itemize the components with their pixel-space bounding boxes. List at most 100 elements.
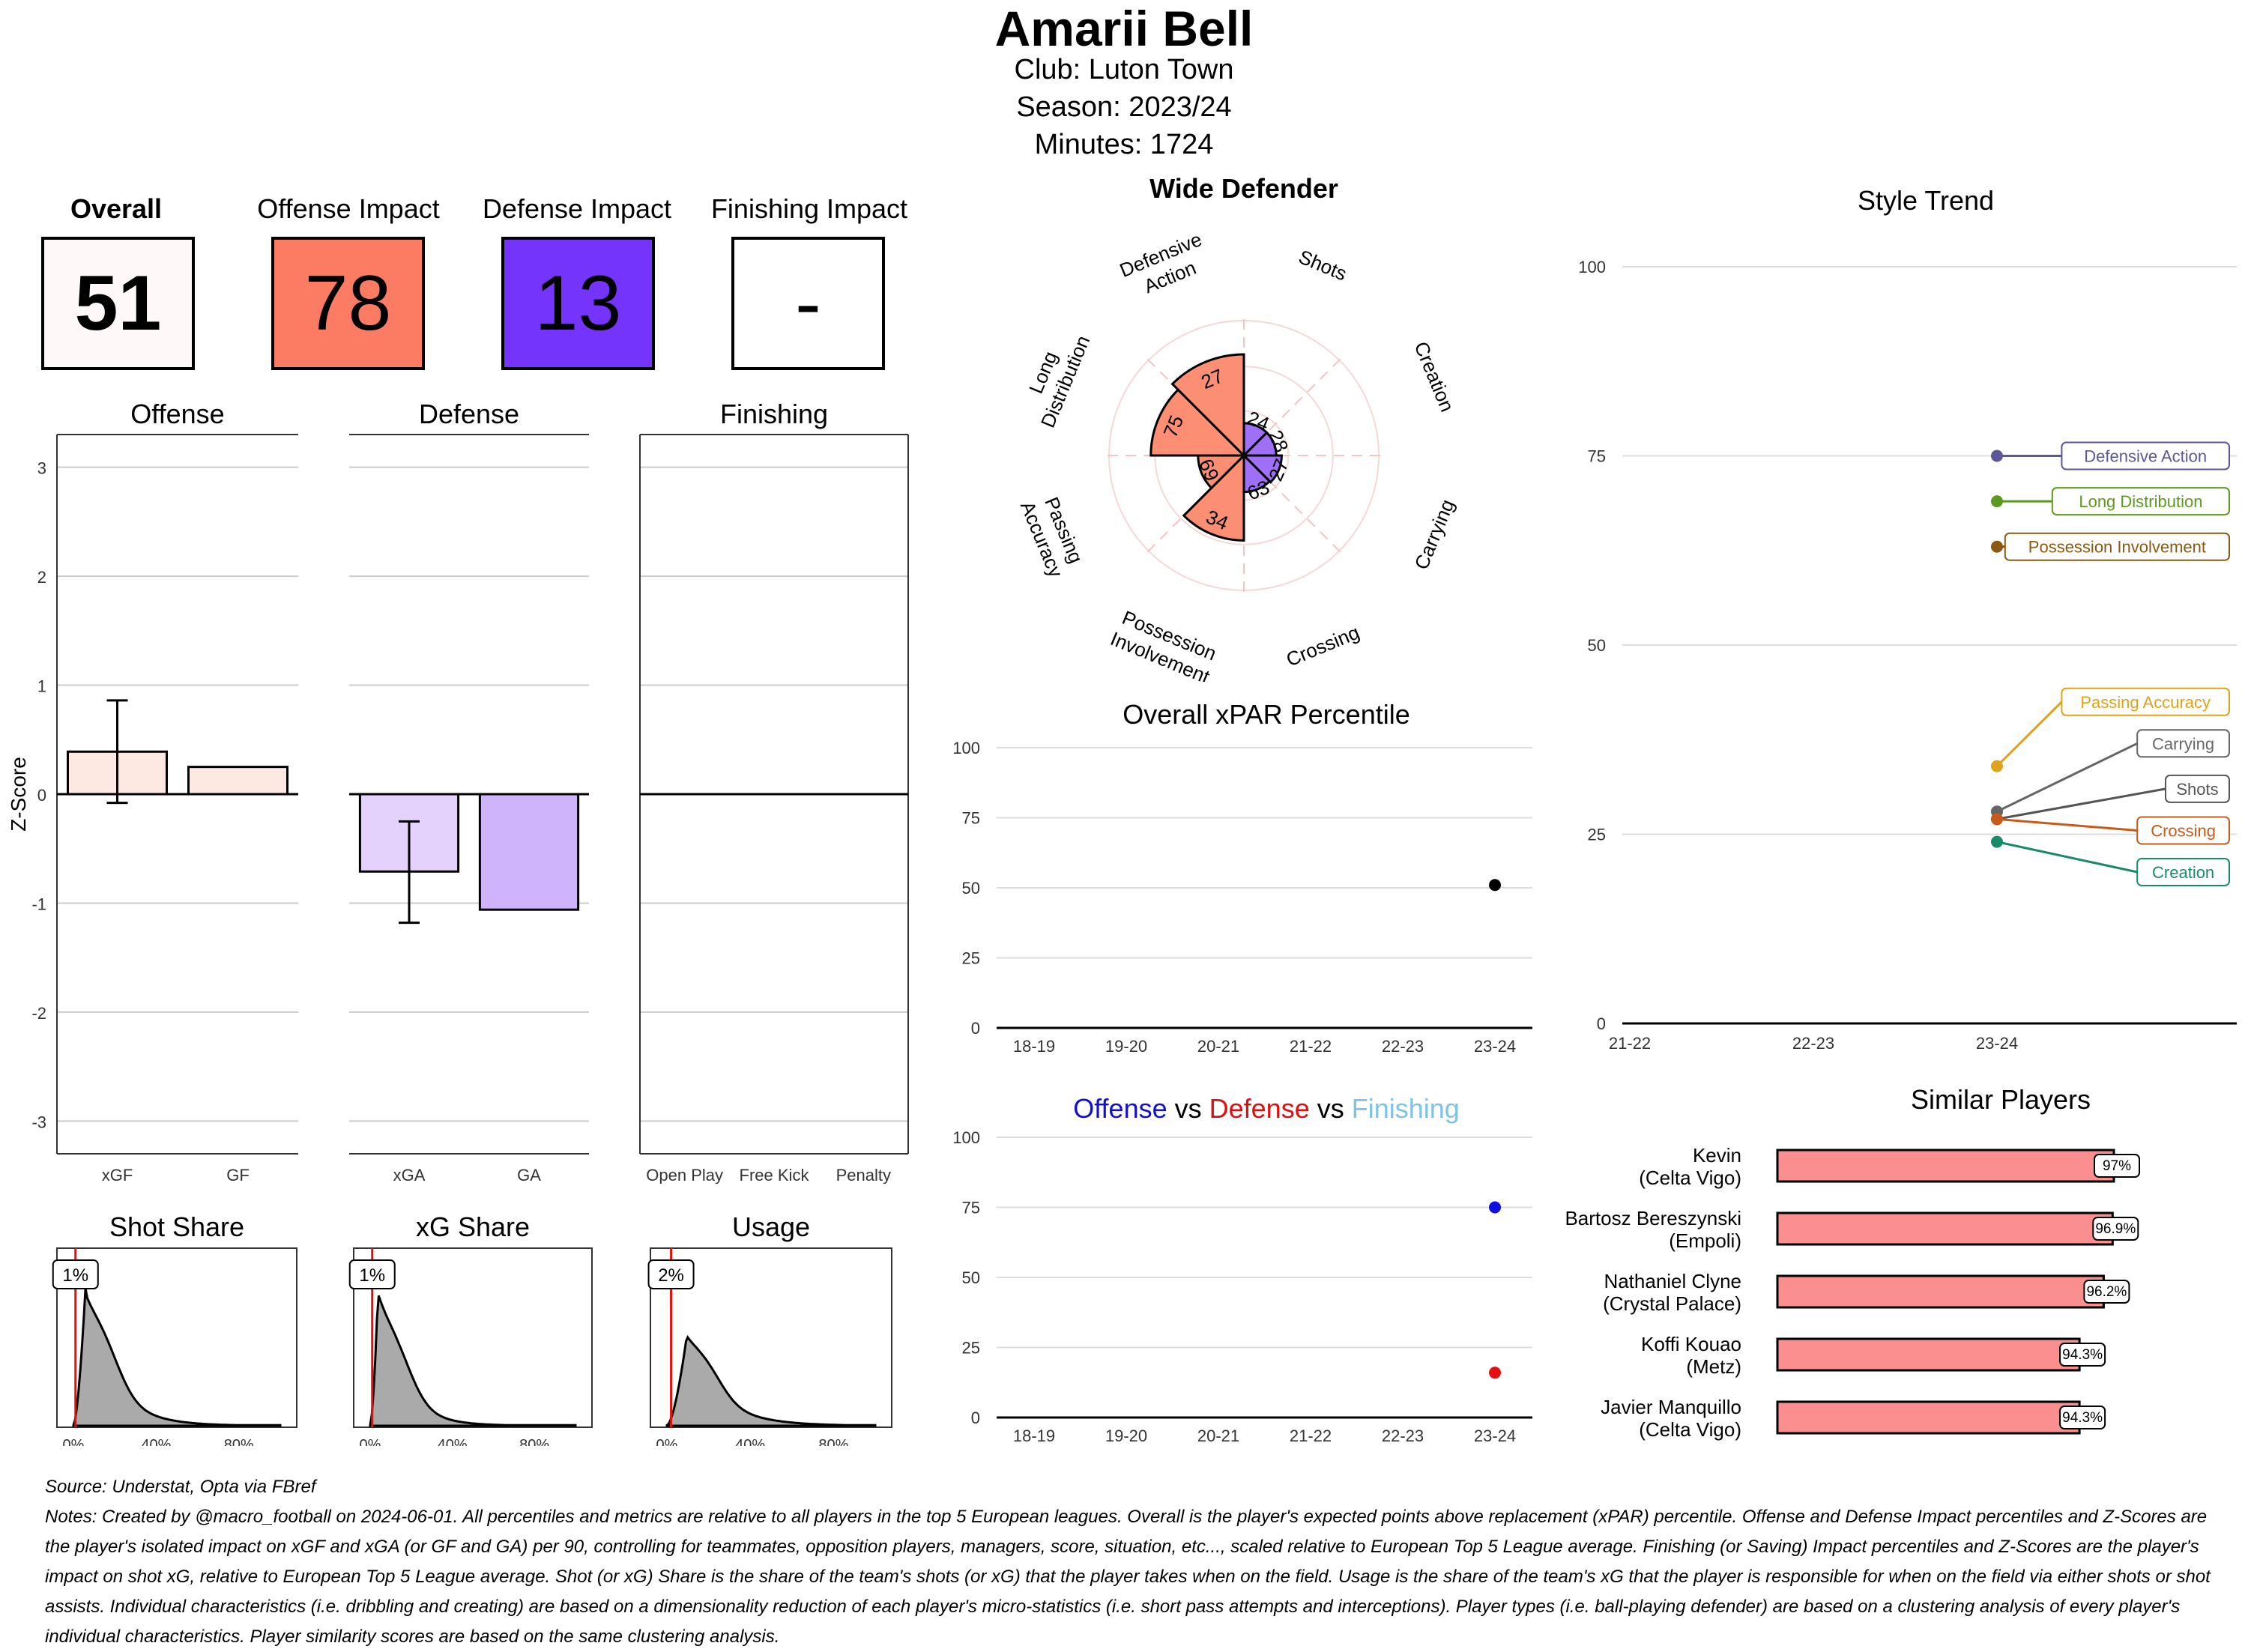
x-tick-label: Free Kick <box>740 1166 810 1184</box>
season-line: Season: 2023/24 <box>1016 91 1232 123</box>
similarity-bar <box>1776 1211 2114 1246</box>
y-tick-label: 50 <box>962 1268 980 1287</box>
series-point <box>1991 495 2003 508</box>
y-tick-label: 75 <box>1588 447 1606 466</box>
similarity-label: 97% <box>2103 1158 2131 1174</box>
series-leader-line <box>1996 817 2138 832</box>
y-tick-label: 50 <box>962 879 980 898</box>
offense-impact-label: Offense Impact <box>257 193 440 224</box>
series-label: Passing Accuracy <box>2080 693 2211 712</box>
radar-axis-label: PossessionInvolvement <box>1108 605 1223 682</box>
series-label-box <box>2061 441 2231 471</box>
similar-player-name: Bartosz Bereszynski <box>1565 1207 1741 1229</box>
y-tick-label: 25 <box>1588 826 1606 844</box>
y-tick-label: -2 <box>31 1004 46 1023</box>
zscore-chart: Z-Score -3 -2 -1 0 1 2 3 Offense xGF GF Defense xGA G… <box>7 399 909 1184</box>
zscore-axis-label: Z-Score <box>7 757 30 832</box>
overall-value: 51 <box>74 259 162 347</box>
x-tick-label: 22-23 <box>1382 1426 1424 1445</box>
data-point <box>1489 1201 1501 1214</box>
radar-axis-label: DefensiveAction <box>1117 228 1215 304</box>
x-tick-label: 20-21 <box>1197 1037 1239 1056</box>
marker-label-box <box>348 1259 396 1289</box>
x-tick-label: 0% <box>360 1437 381 1446</box>
series-leader-line <box>1996 742 2138 813</box>
x-tick-label: 40% <box>438 1437 468 1446</box>
series-label-box <box>2136 729 2231 758</box>
x-tick-label: xGA <box>393 1166 426 1184</box>
density-area <box>72 1287 282 1427</box>
chart-title: Similar Players <box>1911 1084 2091 1115</box>
y-tick-label: 100 <box>952 739 980 757</box>
chart-title: Overall xPAR Percentile <box>1123 699 1409 730</box>
similarity-label-box <box>2094 1154 2140 1178</box>
overall-box: 51 <box>41 237 195 370</box>
similarity-label: 94.3% <box>2062 1347 2103 1363</box>
series-point <box>1991 540 2003 553</box>
series-point <box>1991 813 2003 826</box>
density-frame <box>353 1247 593 1428</box>
x-tick-label: 22-23 <box>1382 1037 1424 1056</box>
series-label: Creation <box>2152 863 2214 882</box>
x-tick-label: GA <box>517 1166 541 1184</box>
x-tick-label: 20-21 <box>1197 1426 1239 1445</box>
series-leader-line <box>1995 701 2063 767</box>
y-tick-label: 75 <box>962 809 980 828</box>
share-density-charts: Shot Share 1% 0% 40% 80% xG Share 1% 0% 40% 80% Us… <box>52 1211 892 1446</box>
similarity-label-box <box>2083 1280 2130 1304</box>
y-tick-label: 2 <box>37 568 46 587</box>
defense-impact-label: Defense Impact <box>482 193 672 224</box>
density-title: Shot Share <box>109 1211 244 1242</box>
x-tick-label: 21-22 <box>1290 1037 1332 1056</box>
z-bar <box>187 766 289 796</box>
club-line: Club: Luton Town <box>1014 54 1234 85</box>
radar-axis-label: Carrying <box>1409 496 1458 572</box>
similar-player-club: (Crystal Palace) <box>1603 1292 1741 1315</box>
y-tick-label: 100 <box>952 1128 980 1147</box>
marker-label-box <box>647 1259 695 1289</box>
series-point <box>1991 760 2003 772</box>
series-label: Carrying <box>2152 734 2214 753</box>
chart-title-part: vs <box>1167 1093 1202 1124</box>
y-tick-label: 75 <box>962 1199 980 1217</box>
series-point <box>1991 835 2003 848</box>
panel-title: Defense <box>419 399 519 429</box>
notes-text: Notes: Created by @macro_football on 202… <box>45 1507 2211 1647</box>
y-tick-label: 1 <box>37 677 46 696</box>
x-tick-label: Penalty <box>836 1166 891 1184</box>
offense-impact-value: 78 <box>304 259 392 347</box>
density-frame <box>56 1247 297 1428</box>
defense-impact-value: 13 <box>534 259 622 347</box>
series-leader-line <box>1996 787 2166 820</box>
x-tick-label: 23-24 <box>1976 1034 2018 1053</box>
marker-label-box <box>52 1259 99 1289</box>
y-tick-label: 25 <box>962 1339 980 1358</box>
x-tick-label: 18-19 <box>1013 1426 1055 1445</box>
similar-player-name: Koffi Kouao <box>1641 1333 1741 1355</box>
radar-wedge <box>1241 454 1283 484</box>
finishing-impact-value: - <box>795 259 821 347</box>
series-leader-line <box>1996 841 2138 874</box>
similar-player-name: Kevin <box>1693 1144 1741 1167</box>
offense-defense-finishing-chart: Offense vs Defense vs Finishing 0 25 50 75 10… <box>952 1093 1532 1445</box>
similar-player-club: (Celta Vigo) <box>1639 1418 1741 1441</box>
chart-title-part: Defense <box>1202 1093 1310 1124</box>
chart-title-part: Finishing <box>1344 1093 1460 1124</box>
chart-title-part: vs <box>1310 1093 1344 1124</box>
similarity-label: 94.3% <box>2062 1410 2103 1426</box>
series-label-box <box>2165 774 2230 803</box>
chart-title-part: Offense <box>1073 1093 1167 1124</box>
data-point <box>1489 879 1501 892</box>
series-label-box <box>2051 487 2230 516</box>
x-tick-label: 21-22 <box>1609 1034 1651 1053</box>
density-area <box>665 1335 877 1427</box>
similar-player-club: (Celta Vigo) <box>1639 1167 1741 1189</box>
radar-axis-label-line: Carrying <box>1409 496 1458 572</box>
y-tick-label: 25 <box>962 949 980 968</box>
similar-player-club: (Metz) <box>1686 1355 1741 1378</box>
x-tick-label: xGF <box>102 1166 133 1184</box>
similar-player-club: (Empoli) <box>1669 1229 1741 1252</box>
y-tick-label: 0 <box>971 1019 980 1038</box>
x-tick-label: Open Play <box>646 1166 723 1184</box>
z-bar <box>478 793 580 911</box>
